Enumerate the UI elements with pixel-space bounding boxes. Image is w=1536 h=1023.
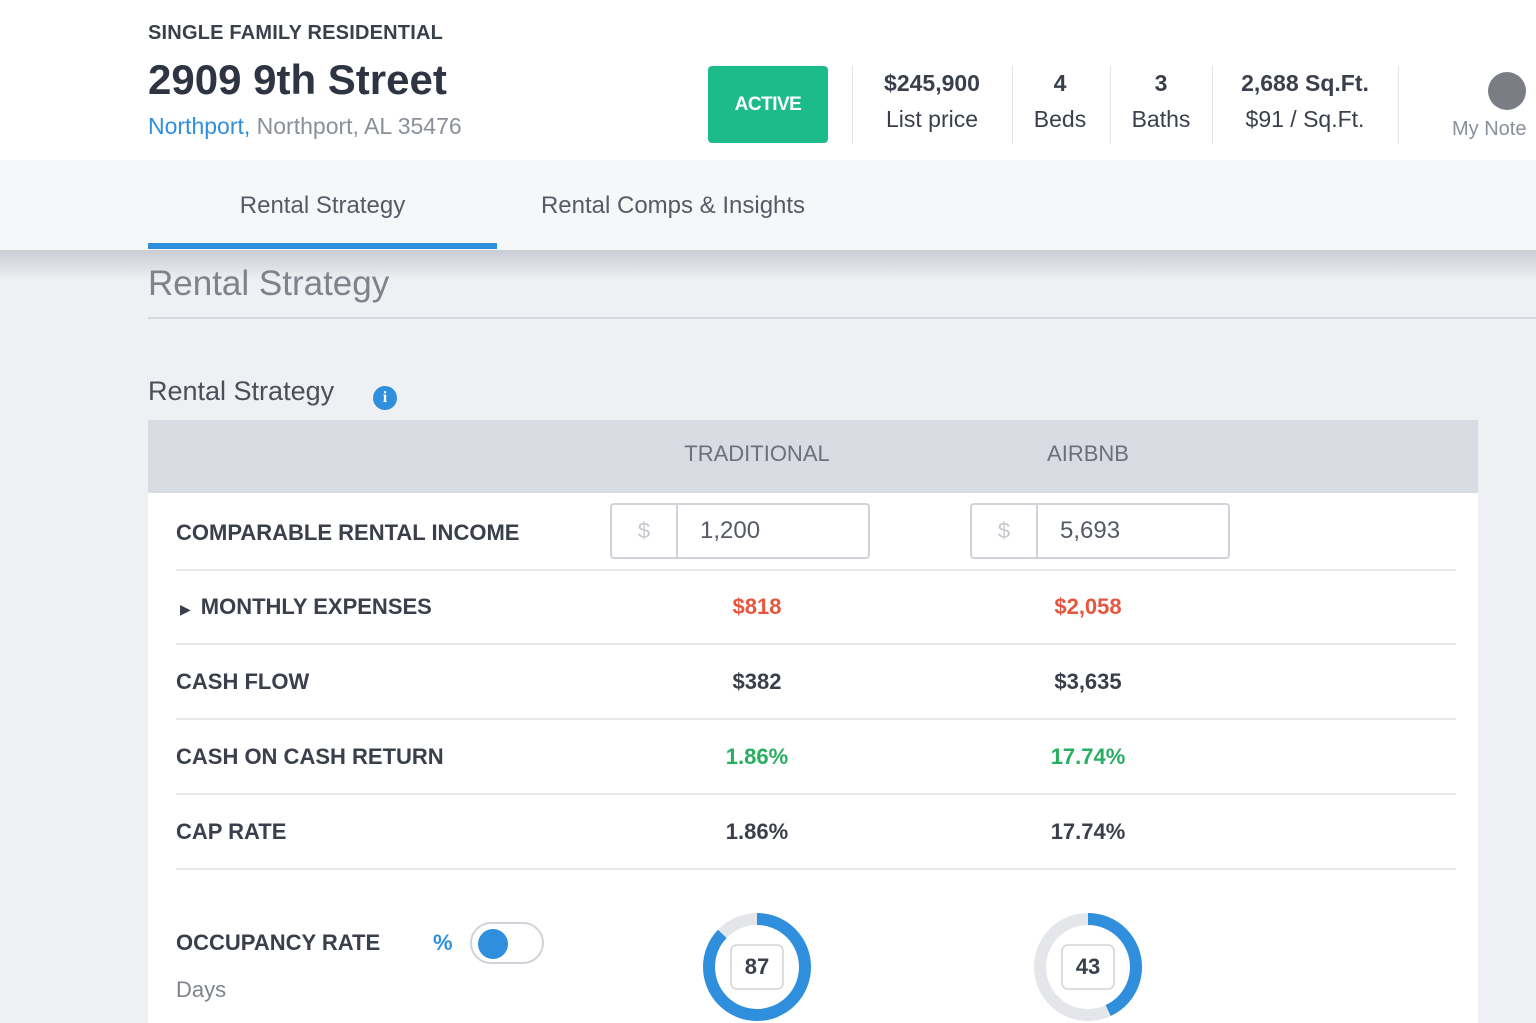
currency-prefix: $ [972,505,1038,557]
donut-arc [703,913,811,1021]
row-value: $2,058 [1054,594,1122,619]
stat-label: List price [885,106,979,132]
row-value: 17.74% [1050,819,1126,844]
input-value: 1,200 [700,517,761,544]
stat-value: $245,900 [884,70,980,96]
separator [1398,66,1399,144]
table-body [148,493,1478,1023]
status-badge: ACTIVE [708,66,828,143]
rental-income-input[interactable]: $5,693 [970,503,1230,559]
divider [148,317,1536,319]
row-value: 17.74% [1050,744,1126,769]
row-divider [176,718,1456,720]
stat-label: Beds [1033,106,1087,132]
separator [1110,66,1111,144]
city-link[interactable]: Northport, [148,113,251,139]
stat-value: 2,688 Sq.Ft. [1241,70,1369,96]
separator [1212,66,1213,144]
row-label-text: CAP RATE [176,819,287,844]
row-value: $382 [732,669,782,694]
row-divider [176,569,1456,571]
page-title: Rental Strategy [148,264,390,303]
location-text: Northport, AL 35476 [256,113,462,139]
donut-label-box [1061,944,1115,990]
stat-value: 4 [1053,70,1067,96]
row-label: CASH FLOW [176,669,309,695]
stat-label: Baths [1131,106,1191,132]
row-divider [176,793,1456,795]
row-label: ▶ MONTHLY EXPENSES [180,594,432,620]
tab[interactable]: Rental Strategy [239,192,406,219]
days-label: Days [176,977,227,1002]
column-header: TRADITIONAL [684,441,830,466]
currency-prefix: $ [612,505,678,557]
donut-value: 87 [745,954,769,979]
address: 2909 9th Street [148,56,447,103]
row-label: CAP RATE [176,819,286,845]
active-tab-underline [148,243,497,249]
row-value: $3,635 [1054,669,1122,694]
notes-icon [1488,72,1526,110]
stat: 4 Beds [1012,70,1108,133]
input-value: 5,693 [1060,517,1121,544]
info-icon[interactable]: i [373,386,397,410]
row-divider [176,868,1456,870]
shadow [0,250,1536,280]
stat-value: 3 [1154,70,1168,96]
tab[interactable]: Rental Comps & Insights [540,192,806,219]
notes[interactable]: My Note [1452,72,1536,141]
section-title: Rental Strategy [148,376,335,406]
occupancy-donut: 87 [703,913,811,1021]
stat: 3 Baths [1110,70,1212,133]
row-label: CASH ON CASH RETURN [176,744,444,770]
row-label-text: MONTHLY EXPENSES [200,594,432,619]
row-value: $818 [732,594,782,619]
occupancy-donut: 43 [1034,913,1142,1021]
row-label: OCCUPANCY RATE [176,930,381,955]
rental-income-input[interactable]: $1,200 [610,503,870,559]
unit-toggle[interactable] [470,922,544,964]
table-header [148,420,1478,493]
donut-arc [1034,913,1142,1021]
property-type: SINGLE FAMILY RESIDENTIAL [148,22,444,44]
separator [1012,66,1013,144]
unit-toggle-label: % [433,930,453,955]
expand-caret[interactable]: ▶ [180,601,191,617]
donut-value: 43 [1076,954,1100,979]
stat: 2,688 Sq.Ft. $91 / Sq.Ft. [1212,70,1398,133]
row-divider [176,643,1456,645]
tab-bar [0,160,1536,250]
column-header: AIRBNB [1047,441,1129,466]
separator [852,66,853,144]
row-label-text: CASH ON CASH RETURN [176,744,444,769]
donut-label-box [730,944,784,990]
toggle-knob [478,929,508,959]
location: Northport, Northport, AL 35476 [148,113,462,140]
row-value: 1.86% [725,819,789,844]
row-label: COMPARABLE RENTAL INCOME [176,520,520,545]
notes-label: My Note [1452,118,1527,140]
stat: $245,900 List price [852,70,1012,133]
row-label-text: CASH FLOW [176,669,310,694]
stat-label: $91 / Sq.Ft. [1245,106,1365,132]
row-value: 1.86% [725,744,789,769]
